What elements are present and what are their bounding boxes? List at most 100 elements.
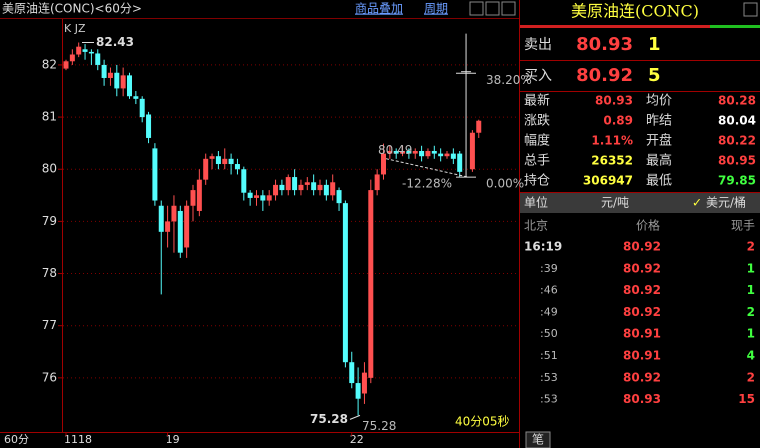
x-tick-label: 19 xyxy=(166,433,180,446)
overlay-button[interactable]: 商品叠加 xyxy=(355,1,403,16)
y-tick-label: 81 xyxy=(42,110,57,124)
candle-body xyxy=(406,150,412,154)
trade-header: 北京 xyxy=(524,219,548,233)
stat-value: 306947 xyxy=(583,174,633,188)
trade-volume: 1 xyxy=(747,261,755,275)
candle-body xyxy=(266,195,272,201)
y-tick-label: 78 xyxy=(42,266,57,280)
fib-label: 38.20% xyxy=(486,73,532,87)
candle-body xyxy=(114,72,120,89)
candle-body xyxy=(273,184,279,196)
icon-button[interactable] xyxy=(469,1,484,16)
stat-label: 持仓 xyxy=(524,174,550,189)
candle-body xyxy=(336,190,342,204)
low-arrow xyxy=(349,414,361,420)
candle-body xyxy=(63,61,69,69)
stat-label: 均价 xyxy=(646,94,672,109)
candle-body xyxy=(317,184,323,191)
candle-body xyxy=(298,184,304,191)
candle-body xyxy=(355,383,361,399)
ask-label: 卖出 xyxy=(524,37,552,53)
panel-title: 美原油连(CONC) xyxy=(571,2,699,21)
candle-body xyxy=(76,46,82,55)
candle-body xyxy=(304,182,310,185)
trade-price: 80.92 xyxy=(623,261,661,275)
candle-body xyxy=(368,190,374,378)
swing-change-label: -12.28% xyxy=(402,177,452,191)
y-tick-label: 76 xyxy=(42,370,57,384)
strip xyxy=(520,25,710,28)
unit-cny[interactable]: 元/吨 xyxy=(601,196,629,210)
period-button[interactable]: 周期 xyxy=(424,2,448,16)
candle-body xyxy=(171,205,177,222)
candle-body xyxy=(469,132,475,170)
candle-body xyxy=(400,150,406,154)
candle-body xyxy=(425,150,431,157)
trade-volume: 1 xyxy=(747,327,755,341)
unit-label: 单位 xyxy=(524,195,548,210)
trade-price: 80.91 xyxy=(623,327,661,341)
candle-body xyxy=(247,192,253,198)
stat-value: 26352 xyxy=(591,154,633,168)
candle-body xyxy=(387,150,393,154)
stat-label: 幅度 xyxy=(524,133,550,149)
candle-body xyxy=(82,49,88,52)
candle-body xyxy=(285,177,291,191)
stat-value: 79.85 xyxy=(718,174,756,188)
icon-button[interactable] xyxy=(743,2,758,17)
trade-header: 现手 xyxy=(731,219,755,233)
candle-body xyxy=(215,156,221,165)
trade-volume: 2 xyxy=(747,240,755,254)
candle-body xyxy=(107,72,113,78)
candle-body xyxy=(190,190,196,206)
icon-button[interactable] xyxy=(485,1,500,16)
period-label: 60分 xyxy=(4,433,29,446)
y-tick-label: 80 xyxy=(42,162,57,176)
candle-body xyxy=(323,184,329,196)
trade-price: 80.92 xyxy=(623,283,661,297)
stat-value: 80.28 xyxy=(718,94,756,108)
trade-time: :39 xyxy=(540,262,558,275)
candle-body xyxy=(139,98,145,118)
candle-body xyxy=(133,96,139,99)
candle-body xyxy=(152,148,158,201)
candle-body xyxy=(146,114,152,138)
stat-label: 最低 xyxy=(646,174,672,189)
trade-time: :46 xyxy=(540,284,558,297)
candle-body xyxy=(184,205,190,248)
y-tick-label: 77 xyxy=(42,318,57,332)
trade-time: 16:19 xyxy=(524,240,562,254)
candle-body xyxy=(234,164,240,170)
bid-price: 80.92 xyxy=(576,65,633,86)
y-tick-label: 79 xyxy=(42,214,57,228)
low-label: 75.28 xyxy=(310,412,348,426)
stat-label: 涨跌 xyxy=(524,113,550,129)
icon-button[interactable] xyxy=(501,1,516,16)
stat-label: 最高 xyxy=(646,153,672,169)
ask-volume: 1 xyxy=(648,34,661,55)
candle-body xyxy=(450,153,456,159)
trade-time: :51 xyxy=(540,349,558,362)
candle-body xyxy=(361,372,367,394)
candle-body xyxy=(209,156,215,159)
candle-body xyxy=(69,54,75,62)
swing-line xyxy=(385,158,469,178)
candle-body xyxy=(254,195,259,198)
trade-volume: 2 xyxy=(747,305,755,319)
unit-usd[interactable]: 美元/桶 xyxy=(706,195,746,210)
candle-body xyxy=(88,51,94,54)
countdown: 40分05秒 xyxy=(455,415,510,429)
candle-body xyxy=(203,158,209,180)
candle-body xyxy=(393,150,399,154)
candle-body xyxy=(381,153,386,175)
tab-label[interactable]: 笔 xyxy=(532,432,544,447)
y-tick-label: 82 xyxy=(42,57,57,71)
trade-volume: 2 xyxy=(747,370,755,384)
stat-label: 最新 xyxy=(524,93,550,109)
stat-value: 1.11% xyxy=(591,134,633,148)
tab[interactable] xyxy=(525,431,551,448)
candle-body xyxy=(349,362,355,384)
trade-time: :50 xyxy=(540,327,558,340)
